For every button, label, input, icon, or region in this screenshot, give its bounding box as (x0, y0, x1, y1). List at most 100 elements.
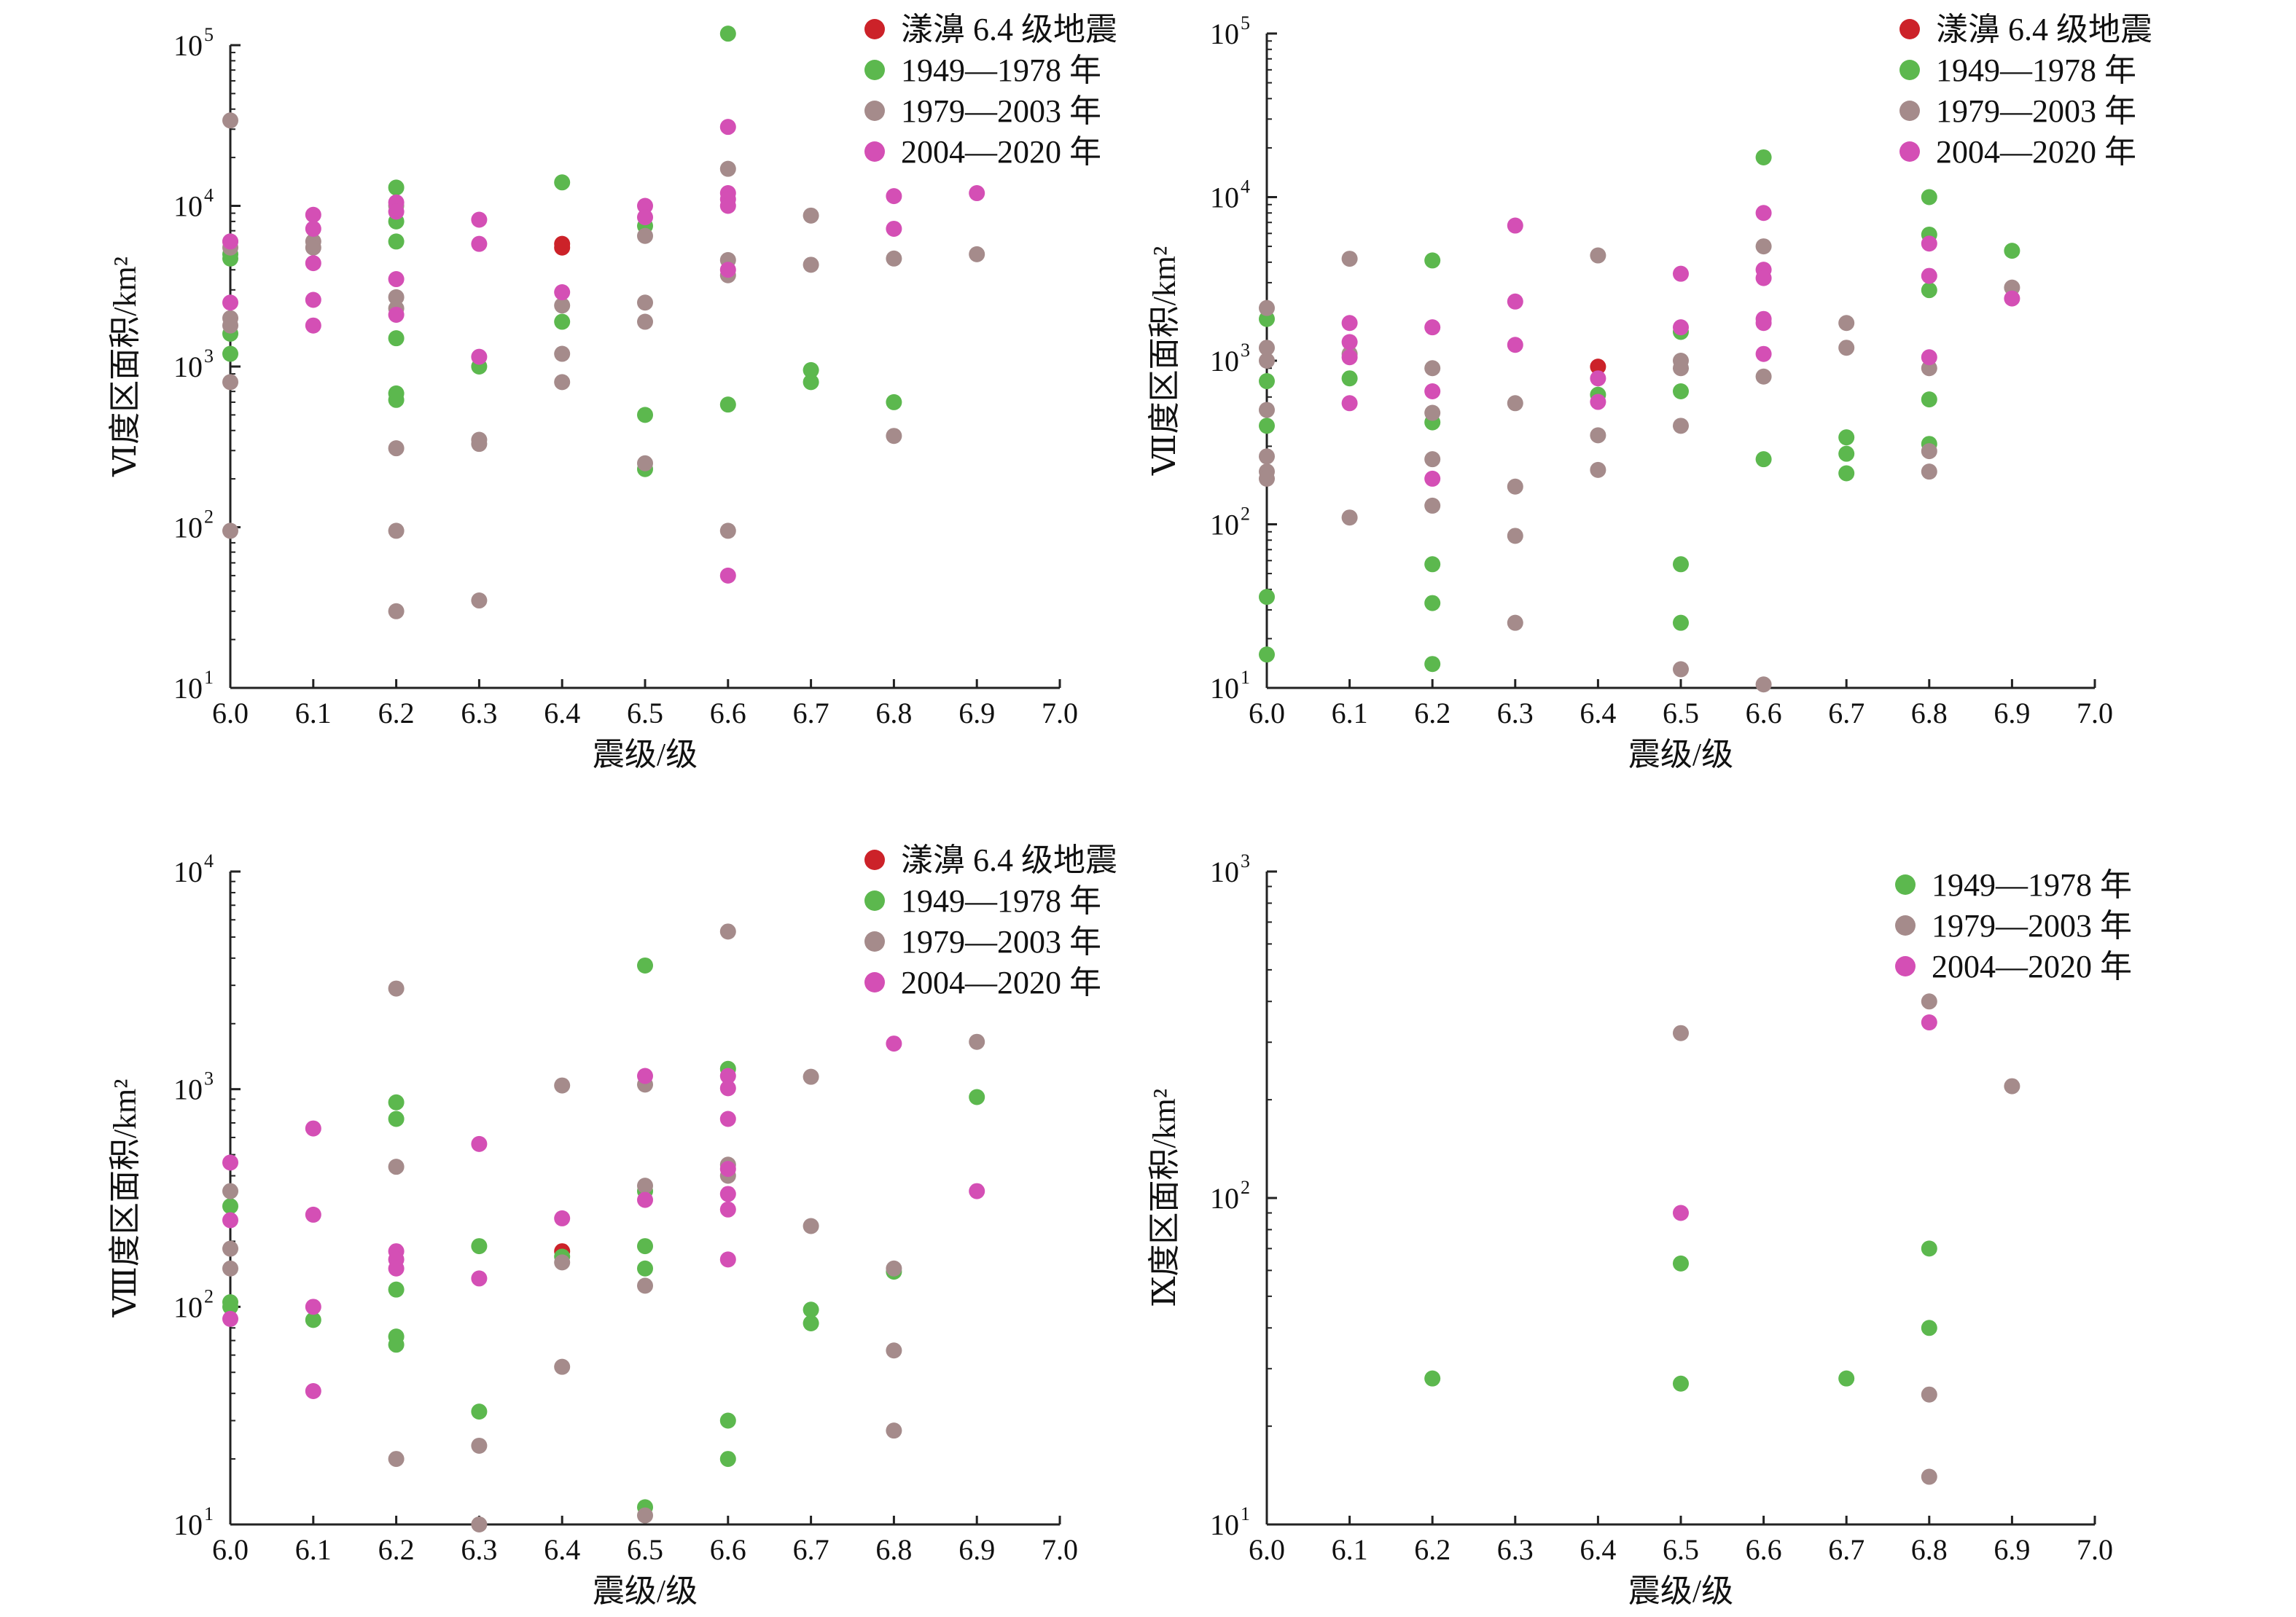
legend-marker (864, 19, 885, 39)
data-point (1507, 478, 1523, 495)
data-point (471, 592, 488, 609)
y-tick-exponent: 3 (1241, 850, 1250, 872)
x-tick-label: 6.0 (212, 1533, 249, 1566)
data-point (1507, 614, 1523, 631)
x-tick-label: 7.0 (1042, 697, 1078, 729)
data-point (305, 1120, 321, 1137)
y-tick-exponent: 4 (204, 850, 214, 872)
x-tick-label: 6.6 (1746, 697, 1782, 729)
y-tick-exponent: 2 (204, 506, 214, 528)
x-tick-label: 6.1 (1332, 697, 1368, 729)
x-tick-label: 6.0 (1249, 697, 1285, 729)
y-tick-exponent: 3 (1241, 340, 1250, 361)
data-point (637, 197, 653, 214)
data-point (637, 1507, 653, 1524)
y-tick-exponent: 2 (1241, 504, 1250, 525)
data-point (1590, 394, 1606, 410)
y-tick-label: 10 (1210, 509, 1239, 541)
data-point (1755, 315, 1772, 332)
data-point (1673, 265, 1689, 282)
data-point (886, 188, 902, 205)
data-point (1755, 238, 1772, 255)
data-point (1838, 315, 1855, 332)
data-point (1424, 497, 1441, 514)
legend-label: 漾濞 6.4 级地震 (901, 842, 1117, 878)
data-point (886, 250, 902, 267)
y-tick-exponent: 4 (204, 185, 214, 206)
y-tick-label: 10 (173, 190, 203, 223)
data-point (719, 923, 736, 940)
data-point (305, 255, 321, 272)
data-point (222, 1183, 238, 1199)
data-point (637, 957, 653, 974)
data-point (1341, 509, 1358, 526)
data-point (1259, 646, 1275, 663)
data-point (1259, 340, 1275, 356)
data-point (886, 428, 902, 445)
y-tick-label: 10 (1210, 1182, 1239, 1215)
data-point (1673, 383, 1689, 400)
data-point (388, 330, 405, 347)
y-tick-label: 10 (173, 1073, 203, 1106)
legend-label: 1979—2003 年 (1936, 93, 2136, 129)
legend-marker (1895, 874, 1916, 895)
y-tick-label: 10 (173, 29, 203, 62)
legend-label: 1979—2003 年 (1932, 908, 2132, 944)
y-tick-label: 10 (173, 512, 203, 544)
data-point (1424, 656, 1441, 673)
data-point (1921, 443, 1937, 460)
data-point (222, 345, 238, 362)
data-point (886, 220, 902, 237)
data-point (222, 1299, 238, 1315)
data-point (1673, 1375, 1689, 1392)
legend-marker (864, 850, 885, 870)
legend-label: 漾濞 6.4 级地震 (1936, 12, 2152, 47)
data-point (1673, 556, 1689, 573)
data-point (1755, 149, 1772, 165)
data-point (1424, 451, 1441, 468)
legend-marker (864, 60, 885, 80)
x-tick-label: 6.8 (875, 697, 912, 729)
x-axis-label: 震级/级 (1628, 737, 1733, 772)
data-point (1838, 340, 1855, 356)
data-point (969, 1033, 985, 1050)
data-point (388, 1260, 405, 1277)
data-point (886, 1342, 902, 1359)
x-tick-label: 6.3 (461, 1533, 497, 1566)
data-point (471, 1516, 488, 1532)
data-point (1259, 470, 1275, 487)
data-point (803, 1068, 819, 1085)
data-point (1755, 368, 1772, 385)
legend-label: 1949—1978 年 (1932, 867, 2132, 903)
data-point (388, 289, 405, 305)
data-point (1921, 360, 1937, 377)
legend-marker (1899, 101, 1920, 121)
data-point (719, 1068, 736, 1084)
data-point (803, 207, 819, 224)
data-point (554, 345, 571, 362)
legend-label: 2004—2020 年 (901, 134, 1101, 170)
data-point (1424, 360, 1441, 377)
y-tick-exponent: 1 (1241, 667, 1250, 688)
data-point (388, 271, 405, 288)
data-point (554, 374, 571, 391)
y-tick-exponent: 4 (1241, 176, 1250, 197)
data-point (1507, 528, 1523, 544)
data-point (222, 112, 238, 129)
y-tick-label: 10 (1210, 672, 1239, 705)
data-point (1755, 270, 1772, 286)
x-tick-label: 6.7 (1828, 697, 1864, 729)
x-tick-label: 6.3 (461, 697, 497, 729)
data-point (886, 394, 902, 410)
data-point (305, 206, 321, 223)
legend-marker (864, 972, 885, 992)
data-point (554, 1358, 571, 1375)
data-point (1341, 370, 1358, 387)
x-tick-label: 7.0 (2077, 697, 2113, 729)
data-point (305, 239, 321, 256)
y-tick-label: 10 (1210, 345, 1239, 377)
data-point (1673, 418, 1689, 434)
legend-marker (1899, 19, 1920, 39)
data-point (719, 1161, 736, 1178)
